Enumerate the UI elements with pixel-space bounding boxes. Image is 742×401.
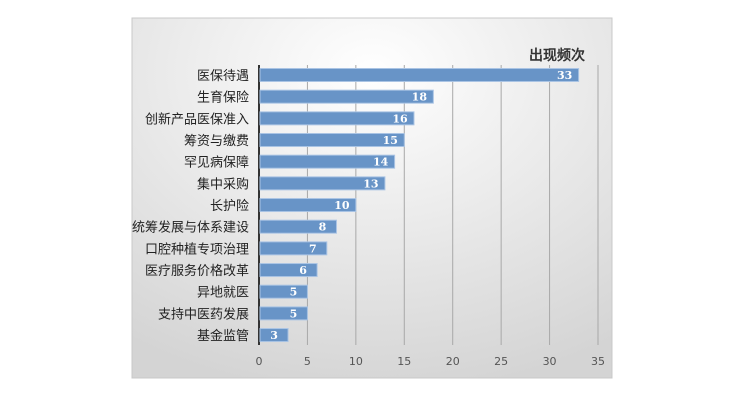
category-label: 统筹发展与体系建设	[132, 220, 249, 236]
bar	[259, 263, 318, 278]
category-label: 长护险	[210, 199, 249, 214]
x-tick-label: 15	[397, 355, 411, 368]
bar	[259, 219, 337, 234]
x-tick-label: 0	[256, 355, 263, 368]
category-label: 口腔种植专项治理	[145, 242, 249, 257]
category-label: 集中采购	[197, 176, 249, 192]
x-tick-label: 25	[494, 355, 508, 368]
x-tick-label: 5	[304, 355, 311, 368]
data-label: 18	[412, 91, 428, 104]
data-label: 16	[392, 112, 408, 125]
data-label: 6	[299, 264, 307, 277]
bar	[259, 133, 405, 148]
data-label: 5	[290, 307, 298, 320]
data-label: 3	[270, 329, 278, 342]
bar	[259, 68, 580, 82]
data-label: 13	[363, 177, 378, 190]
category-label: 医疗服务价格改革	[145, 263, 249, 279]
x-tick-label: 30	[543, 355, 557, 368]
category-label: 生育保险	[197, 90, 249, 106]
category-label: 异地就医	[197, 286, 249, 301]
data-label: 8	[319, 221, 327, 234]
x-tick-label: 35	[591, 355, 605, 368]
bar	[259, 241, 328, 256]
bar	[259, 306, 308, 321]
category-label: 支持中医药发展	[158, 306, 249, 322]
category-label: 创新产品医保准入	[145, 111, 249, 127]
data-label: 7	[309, 242, 317, 255]
category-label: 医保待遇	[197, 69, 249, 84]
data-label: 14	[373, 156, 389, 169]
category-label: 基金监管	[197, 328, 249, 344]
data-label: 33	[557, 69, 572, 82]
data-label: 5	[290, 286, 298, 299]
category-label: 罕见病保障	[184, 156, 249, 171]
bar	[259, 176, 386, 191]
chart-title: 出现频次	[529, 47, 585, 64]
bar	[259, 89, 434, 104]
category-label: 筹资与缴费	[184, 133, 249, 149]
bar	[259, 154, 396, 169]
bar	[259, 284, 308, 299]
bar	[259, 198, 357, 213]
data-label: 15	[383, 134, 398, 147]
bar	[259, 328, 289, 343]
bar	[259, 111, 415, 126]
data-label: 10	[334, 199, 350, 212]
x-tick-label: 20	[446, 355, 460, 368]
x-tick-label: 10	[349, 355, 363, 368]
